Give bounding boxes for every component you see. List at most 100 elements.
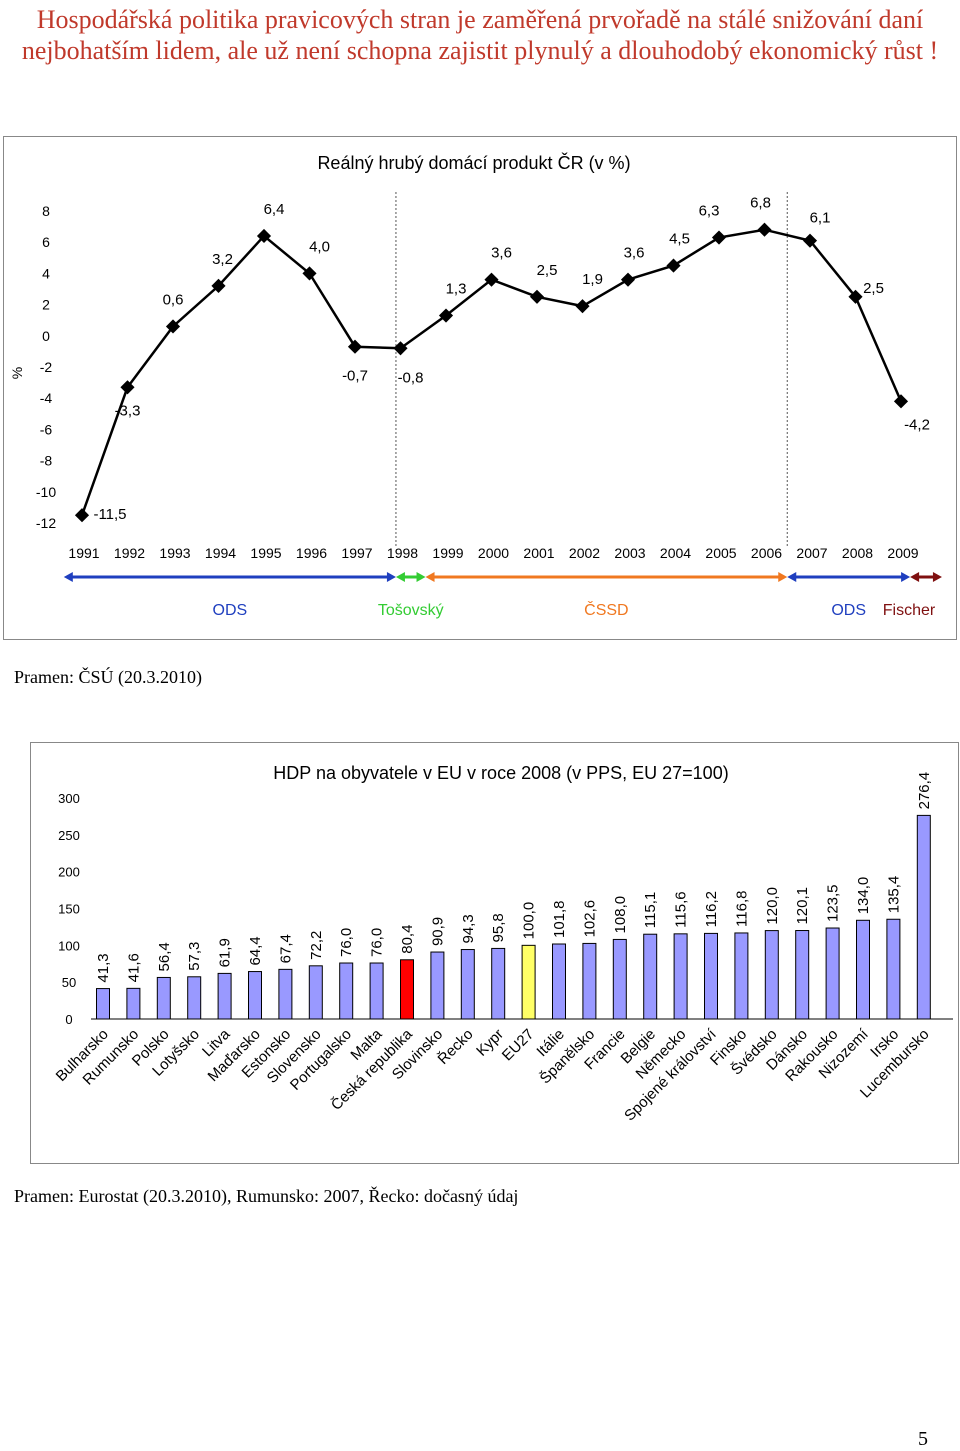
data-label-2008: 2,5 [863,280,884,297]
bar-label-Portugalsko: 76,0 [338,928,355,957]
bar-label-EU27: 100,0 [521,902,538,940]
data-point-1995 [256,228,272,244]
x-tick-label: 2002 [569,545,600,561]
bar-label-Lucembursko: 276,4 [916,772,933,810]
bar-Maďarsko [248,971,262,1020]
chart-title: Reálný hrubý domácí produkt ČR (v %) [317,152,630,173]
bar-Belgie [643,933,658,1020]
x-tick-label: 2009 [887,545,918,561]
data-label-2001: 2,5 [537,262,558,279]
data-label-2002: 1,9 [582,271,603,288]
x-tick-label: 2003 [614,545,645,561]
bar-EU27 [521,944,536,1020]
period-label: ODS [213,602,248,619]
period-label: Tošovský [378,602,444,619]
source-note-csu: Pramen: ČSÚ (20.3.2010) [14,667,202,687]
bar-label-Francie: 108,0 [612,896,629,934]
data-point-2005 [711,230,727,245]
y-tick-label: -10 [36,484,56,500]
x-tick-label: 2000 [478,545,509,561]
x-tick-label: 2007 [796,545,827,561]
period-arrow-left [425,572,435,582]
x-tick-label: 1991 [68,545,99,561]
data-point-2006 [757,222,772,237]
y-tick-label: 2 [42,297,50,313]
data-label-2004: 4,5 [669,231,690,248]
period-arrow-left [63,572,73,582]
bar-Slovensko [308,965,323,1020]
bar-Irsko [886,918,901,1020]
y-tick-label: 150 [58,902,80,917]
headline: Hospodářská politika pravicových stran j… [21,5,939,65]
chart-title: HDP na obyvatele v EU v roce 2008 (v PPS… [273,763,728,783]
bar-label-Slovinsko: 90,9 [429,917,446,946]
bar-label-Belgie: 115,1 [642,892,659,928]
bar-Rumunsko [126,987,141,1020]
bar-label-Irsko: 135,4 [885,876,902,914]
bar-Nizozemí [856,919,870,1020]
bar-Spojené království [704,932,718,1020]
data-label-2009: -4,2 [904,416,930,433]
x-tick-label: 2005 [705,545,736,561]
period-arrow-left [910,572,920,582]
bar-Španělsko [582,942,597,1020]
y-axis-label: % [9,367,25,379]
data-point-1991 [74,508,90,523]
period-arrow-right [901,572,911,582]
bar-label-Bulharsko: 41,3 [95,953,112,982]
bar-label-Švédsko: 120,0 [764,887,781,925]
bar-label-Německo: 115,6 [673,891,690,927]
bar-Malta [369,962,384,1020]
data-label-1997: -0,7 [342,368,368,385]
bar-Řecko [460,949,475,1020]
x-tick-label: EU27 [499,1026,538,1065]
bar-Slovinsko [430,951,445,1020]
y-tick-label: -8 [40,453,53,469]
bar-label-Estonsko: 67,4 [277,934,294,963]
bar-Švédsko [764,930,779,1020]
data-point-2007 [802,233,818,248]
gdp-growth-chart-panel: Reálný hrubý domácí produkt ČR (v %)% 8 6 4… [3,136,957,640]
bar-label-Polsko: 56,4 [156,942,173,971]
y-tick-label: 200 [58,865,80,880]
data-label-2000: 3,6 [491,245,512,262]
y-tick-label: -6 [40,421,53,437]
data-label-1991: -11,5 [93,506,126,523]
data-point-2002 [575,299,590,314]
bar-label-Itálie: 101,8 [551,900,568,938]
x-tick-label: 1996 [296,545,327,561]
data-point-1997 [347,339,363,354]
data-label-1996: 4,0 [309,238,330,255]
bar-label-Lotyšsko: 57,3 [186,942,203,971]
bar-Německo [673,933,688,1020]
y-tick-label: 4 [42,265,50,281]
x-tick-label: 1992 [114,545,145,561]
y-tick-label: 0 [65,1012,72,1027]
data-label-1998: -0,8 [398,369,424,386]
x-tick-label: 1998 [387,545,418,561]
bar-label-Nizozemí: 134,0 [855,877,872,915]
bar-label-Maďarsko: 64,4 [247,936,264,965]
data-point-1996 [302,266,317,281]
bar-Francie [612,938,627,1020]
bar-label-Česká republika: 80,4 [399,925,416,954]
data-point-2001 [529,289,545,304]
data-label-1995: 6,4 [264,201,285,218]
period-arrow-right [932,572,942,582]
data-label-1994: 3,2 [212,251,233,268]
bar-label-Litva: 61,9 [217,938,234,967]
y-tick-label: 50 [62,975,76,990]
data-label-2007: 6,1 [810,210,831,227]
data-label-1999: 1,3 [446,281,467,298]
y-tick-label: 300 [58,791,80,806]
page-number: 5 [918,1428,928,1450]
data-label-2005: 6,3 [699,203,720,220]
period-arrow-right [778,572,788,582]
period-label: Fischer [883,602,936,619]
bar-Kypr [491,947,506,1020]
data-point-1998 [393,341,408,356]
x-tick-label: 2004 [660,545,691,561]
gdp-growth-chart: Reálný hrubý domácí produkt ČR (v %)% 8 6 4… [9,152,942,619]
data-point-2003 [620,272,636,287]
x-tick-label: 1994 [205,545,236,561]
